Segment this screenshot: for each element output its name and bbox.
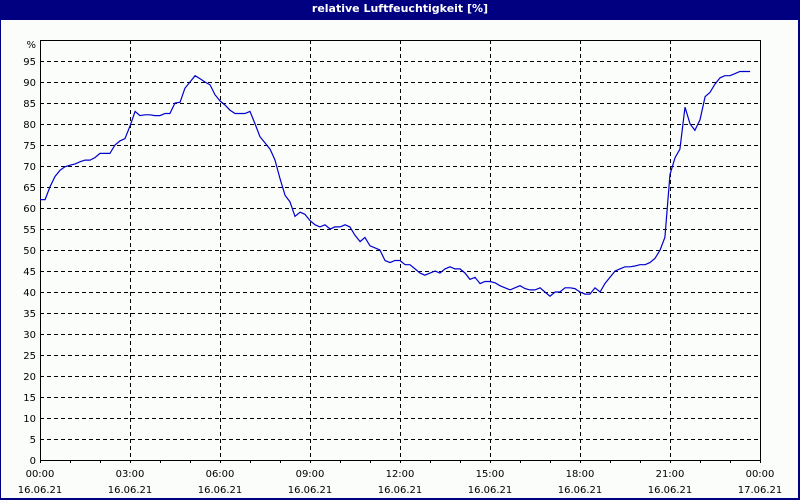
x-tick-time: 03:00: [116, 469, 145, 480]
y-tick-label: 85: [23, 99, 36, 110]
chart-title: relative Luftfeuchtigkeit [%]: [311, 2, 489, 15]
y-tick-label: 20: [23, 372, 36, 383]
x-tick-date: 16.06.21: [108, 485, 153, 496]
x-tick-time: 15:00: [476, 469, 505, 480]
y-tick-label: 50: [23, 246, 36, 257]
x-tick-date: 17.06.21: [738, 485, 783, 496]
x-tick-date: 16.06.21: [18, 485, 63, 496]
y-tick-label: 80: [23, 120, 36, 131]
x-tick-date: 16.06.21: [198, 485, 243, 496]
humidity-line: [40, 70, 751, 297]
y-tick-label: 30: [23, 330, 36, 341]
x-tick-date: 16.06.21: [648, 485, 693, 496]
y-tick-label: 75: [23, 141, 36, 152]
y-tick-label: 15: [23, 393, 36, 404]
y-tick-label: 5: [30, 435, 36, 446]
x-tick-time: 00:00: [26, 469, 55, 480]
x-tick-date: 16.06.21: [468, 485, 513, 496]
x-tick-date: 16.06.21: [558, 485, 603, 496]
plot-frame: [40, 40, 761, 461]
y-tick-label: 65: [23, 183, 36, 194]
x-tick-date: 16.06.21: [288, 485, 333, 496]
x-tick-date: 16.06.21: [378, 485, 423, 496]
y-tick-label: 0: [30, 456, 36, 467]
y-unit-label: %: [26, 40, 36, 51]
x-tick-time: 18:00: [566, 469, 595, 480]
y-tick-label: 35: [23, 309, 36, 320]
y-tick-label: 55: [23, 225, 36, 236]
x-tick-time: 09:00: [296, 469, 325, 480]
y-tick-label: 70: [23, 162, 36, 173]
y-tick-label: 25: [23, 351, 36, 362]
y-tick-label: 45: [23, 267, 36, 278]
x-tick-time: 12:00: [386, 469, 415, 480]
y-tick-label: 10: [23, 414, 36, 425]
y-tick-label: 95: [23, 57, 36, 68]
y-tick-label: 90: [23, 78, 36, 89]
y-tick-label: 60: [23, 204, 36, 215]
x-tick-time: 06:00: [206, 469, 235, 480]
x-tick-time: 21:00: [656, 469, 685, 480]
x-tick-time: 00:00: [746, 469, 775, 480]
y-tick-label: 40: [23, 288, 36, 299]
